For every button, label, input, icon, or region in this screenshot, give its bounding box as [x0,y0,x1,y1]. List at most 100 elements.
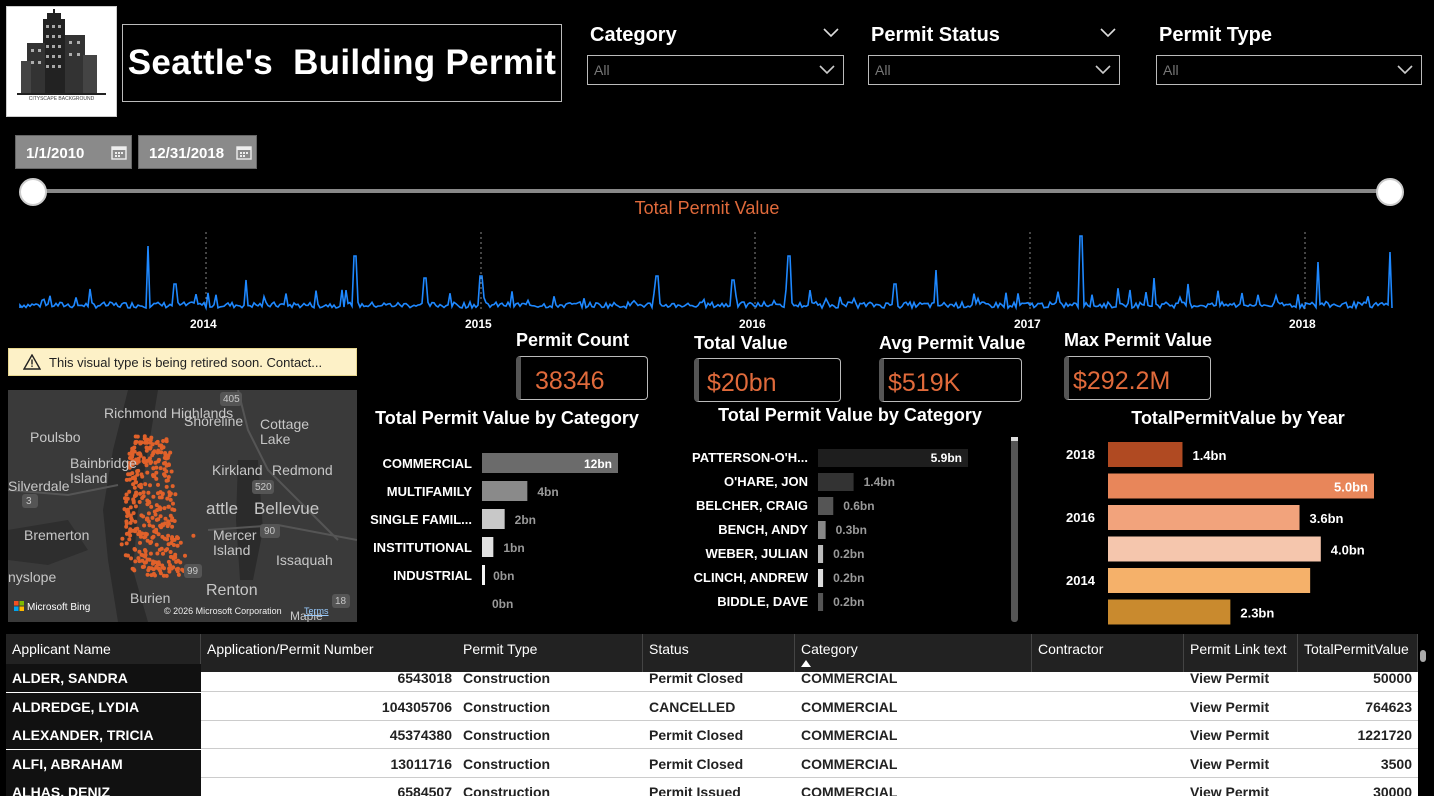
map-point [145,440,150,445]
calendar-icon[interactable] [236,144,252,160]
year-bar [1108,505,1300,530]
map-point [170,484,175,489]
slicer-type-value: All [1163,62,1179,78]
bar [818,497,834,515]
chevron-down-icon[interactable] [1100,27,1116,39]
road-shield-label: 18 [335,596,347,607]
table-cell [1032,693,1184,721]
line-chart-title: Total Permit Value [634,198,780,218]
map-point [141,490,146,495]
bar-category-label: WEBER, JULIAN [705,546,808,561]
view-permit-link[interactable]: View Permit [1190,727,1270,743]
map-point [128,505,133,510]
table-cell: Construction [463,784,551,796]
map-point [141,553,145,558]
slicer-type-dropdown[interactable]: All [1156,55,1422,85]
date-slider-track[interactable] [32,189,1390,193]
year-bar-chart[interactable]: 2018 1.4bn 5.0bn 2016 3.6bn 4.0bn 2014 2.3bn [1058,440,1418,630]
map-point [158,571,163,576]
map-point [141,514,146,519]
map-point [138,540,142,545]
date-start-input[interactable]: 1/1/2010 [15,135,132,169]
permit-location-map[interactable]: Richmond Highlands Shoreline Cottage Lak… [8,390,357,622]
date-slider-start-handle[interactable] [19,178,47,206]
column-header[interactable]: TotalPermitValue [1298,634,1418,672]
page-title: Seattle's Building Permit [127,43,557,82]
permit-table[interactable]: Applicant Name Application/Permit Number P… [6,634,1418,796]
table-cell: 13011716 [390,755,452,772]
map-place-label: Bellevue [254,499,320,518]
table-scrollbar[interactable] [1420,650,1426,662]
view-permit-link[interactable]: View Permit [1190,670,1270,686]
map-point [144,463,149,468]
visual-retiring-warning[interactable]: This visual type is being retired soon. … [8,348,357,376]
view-permit-link[interactable]: View Permit [1190,755,1270,772]
map-point [147,566,152,570]
scrollbar-thumb[interactable] [1011,437,1018,441]
column-header[interactable]: Status [643,634,795,672]
column-header[interactable]: Contractor [1032,634,1184,672]
map-point [127,451,132,456]
column-header[interactable]: Permit Link text [1184,634,1298,672]
date-end-input[interactable]: 12/31/2018 [138,135,257,169]
kpi-total-value-value: $20bn [694,358,841,402]
slicer-status-dropdown[interactable]: All [868,55,1120,85]
column-header[interactable]: Permit Type [457,634,643,672]
cityscape-logo-graphic [17,9,106,95]
map-terms-link[interactable]: Terms [304,606,329,616]
table-row[interactable]: ALHAS, DENIZ 6584507 Construction Permit Is… [6,778,1418,796]
map-point [183,553,187,558]
chevron-down-icon[interactable] [823,27,839,39]
view-permit-link[interactable]: View Permit [1190,784,1270,796]
map-copyright: © 2026 Microsoft Corporation [164,606,282,616]
map-point [134,461,139,466]
map-point [131,482,136,487]
map-point [166,475,171,479]
map-place-label: Redmond [272,462,333,478]
map-point [157,547,162,552]
bar [818,593,824,611]
table-row[interactable]: ALDREDGE, LYDIA 104305706 Construction CANC… [6,692,1418,721]
table-cell: Construction [463,727,551,743]
bar-category-label: INSTITUTIONAL [373,540,472,555]
map-point [127,489,132,494]
map-point [161,439,166,443]
permit-value-line-chart[interactable] [18,230,1396,318]
map-point [137,483,142,488]
map-point [154,470,159,475]
map-point [136,532,141,537]
table-row[interactable]: ALDER, SANDRA 6543018 Construction Permit C… [6,664,1418,692]
map-point [191,533,196,538]
table-cell: Permit Closed [649,727,744,743]
map-point [127,460,132,465]
table-row[interactable]: ALFI, ABRAHAM 13011716 Construction Permit … [6,749,1418,778]
contractor-chart-scrollbar[interactable] [1011,437,1018,622]
map-point [157,450,162,454]
bar-category-label: BIDDLE, DAVE [717,594,808,609]
map-place-label: Silverdale [8,478,70,494]
view-permit-link[interactable]: View Permit [1190,698,1270,715]
column-header[interactable]: Category [795,634,1032,672]
slicer-category-dropdown[interactable]: All [587,55,844,85]
year-bar-value-label: 2.3bn [1240,606,1274,621]
map-point [167,493,172,498]
map-point [173,552,178,557]
kpi-permit-count-title: Permit Count [516,330,630,350]
map-point [168,563,172,567]
contractor-bar-chart[interactable]: PATTERSON-O'H... 5.9bn O'HARE, JON 1.4bn BEL… [670,443,1000,619]
bar-value-label: 1bn [503,541,524,555]
map-point [178,540,183,545]
category-bar-chart[interactable]: COMMERCIAL 12bn MULTIFAMILY 4bn SINGLE FAMIL… [362,445,662,613]
map-point [122,507,127,512]
bar-value-label: 4bn [537,485,558,499]
column-header[interactable]: Application/Permit Number [201,634,458,672]
bar-value-label: 0.6bn [843,499,874,513]
table-cell: CANCELLED [649,698,736,715]
map-point [124,524,129,529]
bar [482,537,494,557]
x-tick-label: 2014 [190,317,217,331]
bar-category-label: MULTIFAMILY [387,484,473,499]
calendar-icon[interactable] [111,144,127,160]
date-slider-end-handle[interactable] [1376,178,1404,206]
table-row[interactable]: ALEXANDER, TRICIA 45374380 Construction Per… [6,721,1418,749]
